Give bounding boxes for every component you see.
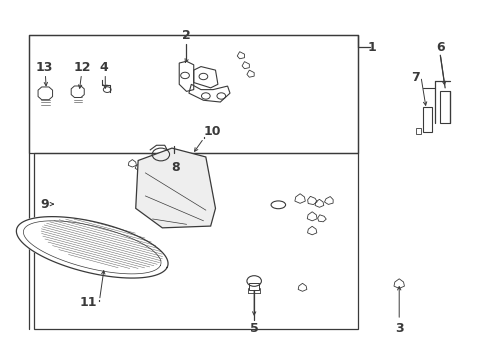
- Bar: [34, 153, 357, 329]
- Bar: [249, 283, 259, 290]
- Polygon shape: [16, 217, 168, 278]
- Text: 2: 2: [182, 29, 190, 42]
- Text: 8: 8: [171, 161, 180, 174]
- Polygon shape: [136, 148, 215, 228]
- Bar: [423, 107, 431, 132]
- Text: 12: 12: [74, 61, 91, 74]
- Bar: [415, 127, 420, 134]
- Text: 9: 9: [40, 198, 49, 211]
- Text: 4: 4: [100, 61, 108, 74]
- Text: 5: 5: [249, 323, 258, 336]
- Bar: [439, 91, 449, 123]
- Text: 6: 6: [435, 41, 444, 54]
- Bar: [29, 35, 357, 153]
- Text: 10: 10: [203, 125, 221, 138]
- Text: 3: 3: [394, 323, 403, 336]
- Text: 11: 11: [80, 296, 97, 309]
- Text: 1: 1: [367, 41, 376, 54]
- Text: 13: 13: [35, 61, 52, 74]
- Text: 7: 7: [410, 71, 419, 84]
